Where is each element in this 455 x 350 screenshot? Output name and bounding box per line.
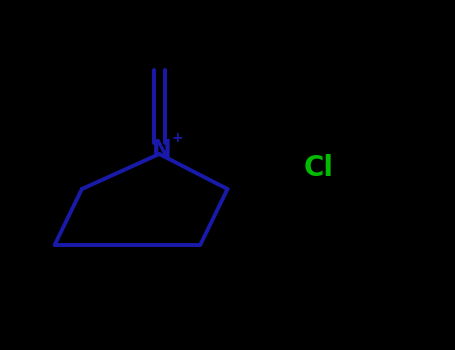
Text: N: N	[152, 139, 172, 162]
Text: +: +	[172, 131, 183, 145]
Text: Cl: Cl	[303, 154, 334, 182]
